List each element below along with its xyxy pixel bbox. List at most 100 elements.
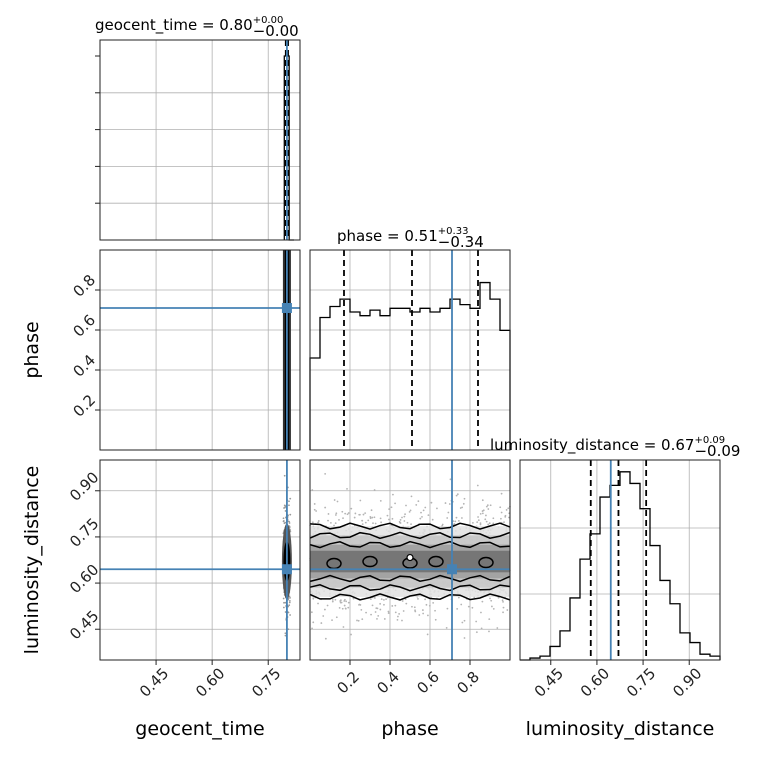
scatter-point	[502, 601, 504, 603]
scatter-point	[479, 522, 482, 525]
scatter-point	[379, 602, 382, 605]
scatter-point	[284, 506, 286, 509]
contour-line	[309, 531, 511, 540]
scatter-point	[449, 478, 452, 481]
scatter-point	[369, 598, 372, 601]
title-main: geocent_time = 0.80	[95, 16, 253, 35]
scatter-point	[394, 611, 397, 614]
scatter-point	[324, 472, 327, 475]
scatter-point	[312, 621, 315, 624]
scatter-point	[289, 513, 292, 516]
scatter-point	[415, 504, 418, 506]
scatter-point	[403, 520, 406, 522]
scatter-point	[326, 604, 329, 607]
scatter-point	[374, 522, 377, 525]
scatter-point	[426, 633, 429, 636]
scatter-point	[455, 516, 458, 519]
scatter-point	[401, 619, 403, 622]
title-main: phase = 0.51	[337, 227, 438, 245]
scatter-point	[373, 596, 376, 599]
scatter-point	[379, 517, 382, 520]
scatter-point	[370, 509, 373, 512]
scatter-point	[403, 515, 406, 518]
panel-frame	[519, 459, 721, 661]
scatter-point	[394, 502, 396, 505]
scatter-point	[424, 506, 427, 509]
scatter-point	[376, 617, 378, 620]
scatter-point	[500, 492, 503, 495]
scatter-point	[323, 608, 326, 611]
y-tick-label: 0.75	[66, 515, 102, 551]
scatter-point	[334, 598, 337, 601]
line-layer	[100, 40, 721, 661]
title-minus: −0.00	[253, 22, 299, 40]
scatter-point	[432, 601, 435, 604]
scatter-point	[327, 519, 329, 522]
grid-layer	[100, 40, 720, 660]
scatter-point	[405, 602, 408, 605]
scatter-point	[317, 520, 320, 522]
scatter-point	[485, 514, 487, 517]
scatter-point	[376, 607, 379, 610]
truth-marker	[281, 303, 292, 313]
scatter-point	[461, 517, 463, 519]
scatter-point	[480, 611, 482, 614]
scatter-point	[405, 504, 407, 507]
scatter-point	[420, 511, 422, 514]
scatter-point	[388, 508, 391, 511]
scatter-point	[311, 627, 313, 630]
y-tick-label: 0.6	[69, 311, 99, 341]
y-tick-label: 0.90	[66, 468, 102, 504]
x-tick-label: 0.90	[669, 664, 705, 700]
contour-center	[406, 553, 414, 562]
scatter-point	[288, 500, 290, 503]
contour-blob	[362, 555, 378, 568]
scatter-point	[380, 521, 383, 524]
density-band	[310, 550, 510, 573]
scatter-point	[341, 607, 344, 610]
scatter-point	[380, 598, 383, 601]
truth-marker	[447, 564, 457, 575]
scatter-point	[447, 511, 450, 514]
y-tick-label: 0.4	[69, 351, 99, 381]
scatter-point	[282, 606, 285, 609]
scatter-point	[417, 500, 420, 503]
scatter-point	[284, 510, 287, 512]
scatter-point	[463, 637, 466, 639]
scatter-point	[386, 514, 389, 517]
scatter-point	[342, 626, 345, 628]
title-plus: +0.33	[438, 226, 469, 237]
panel-title: geocent_time = 0.80+0.00	[95, 15, 283, 35]
scatter-point	[481, 499, 484, 502]
scatter-point	[288, 504, 290, 507]
scatter-point	[329, 521, 332, 524]
scatter-point	[310, 611, 313, 614]
panel-frame	[309, 459, 511, 661]
scatter-point	[335, 616, 338, 619]
scatter-point	[492, 522, 495, 525]
x-tick-label: 0.4	[373, 668, 403, 698]
scatter-point	[361, 618, 364, 621]
scatter-point	[399, 519, 402, 521]
contour-line	[309, 522, 511, 530]
scatter-point	[401, 600, 404, 602]
scatter-point	[454, 520, 457, 523]
scatter-point	[347, 512, 350, 514]
scatter-point	[488, 630, 490, 633]
scatter-point	[411, 605, 413, 608]
scatter-point	[448, 503, 451, 505]
scatter-point	[404, 598, 407, 601]
scatter-point	[419, 517, 422, 520]
title-plus: +0.00	[253, 15, 284, 26]
scatter-point	[402, 610, 405, 612]
scatter-point	[358, 604, 360, 606]
scatter-point	[311, 521, 314, 524]
contour-blob	[478, 556, 494, 569]
scatter-point	[476, 521, 479, 524]
scatter-point	[343, 604, 346, 607]
scatter-point	[501, 599, 504, 602]
scatter-point	[362, 513, 365, 516]
scatter-point	[463, 497, 466, 500]
scatter-point	[360, 608, 363, 611]
scatter-point	[418, 614, 421, 616]
